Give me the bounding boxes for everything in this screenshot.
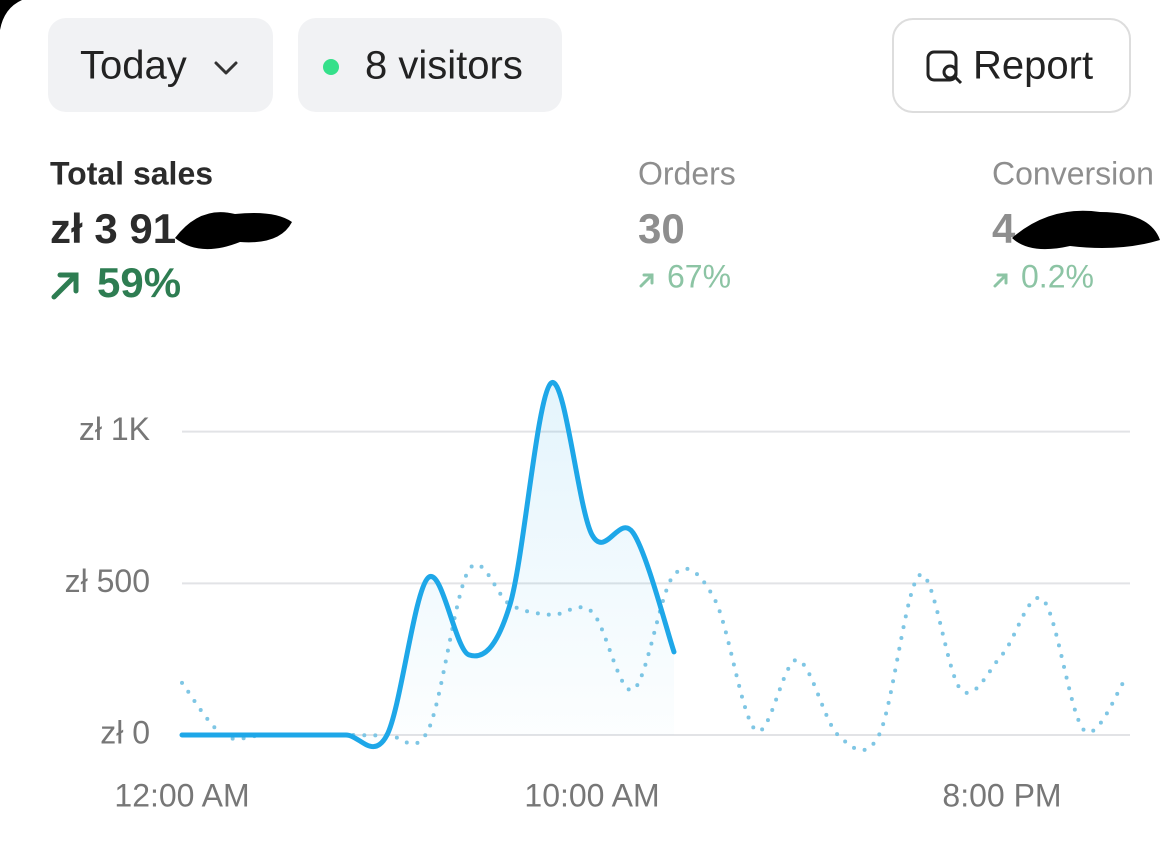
metric-label: Total sales <box>50 155 213 191</box>
report-button[interactable]: Report <box>892 18 1131 113</box>
metric-value: 4 <box>992 205 1016 252</box>
sales-chart: zł 0 zł 500 zł 1K 12:00 AM 10:00 AM 8:00 PM <box>65 380 1130 813</box>
x-tick-label: 10:00 AM <box>524 777 659 813</box>
visitors-pill[interactable]: 8 visitors <box>298 18 562 112</box>
period-label: Today <box>80 44 187 88</box>
series-line <box>179 380 677 750</box>
metric-label: Conversion <box>992 155 1154 191</box>
metric-change: 0.2% <box>1021 258 1094 294</box>
metric-change: 59% <box>97 259 181 306</box>
y-tick-label: zł 0 <box>100 714 150 750</box>
redaction <box>175 212 292 250</box>
metric-label: Orders <box>638 155 736 191</box>
report-label: Report <box>973 44 1093 88</box>
y-tick-label: zł 500 <box>65 563 150 599</box>
period-button[interactable]: Today <box>48 18 273 112</box>
area <box>182 382 674 747</box>
metric-value: zł 3 91 <box>50 205 176 252</box>
screen-corner <box>0 0 22 30</box>
visitors-label: 8 visitors <box>365 44 523 88</box>
y-tick-label: zł 1K <box>79 411 150 447</box>
metric-value: 30 <box>638 205 685 252</box>
metric-change: 67% <box>667 258 731 294</box>
redaction <box>1012 210 1160 250</box>
x-tick-label: 12:00 AM <box>114 777 249 813</box>
series-line <box>180 562 1127 753</box>
x-tick-label: 8:00 PM <box>942 777 1061 813</box>
